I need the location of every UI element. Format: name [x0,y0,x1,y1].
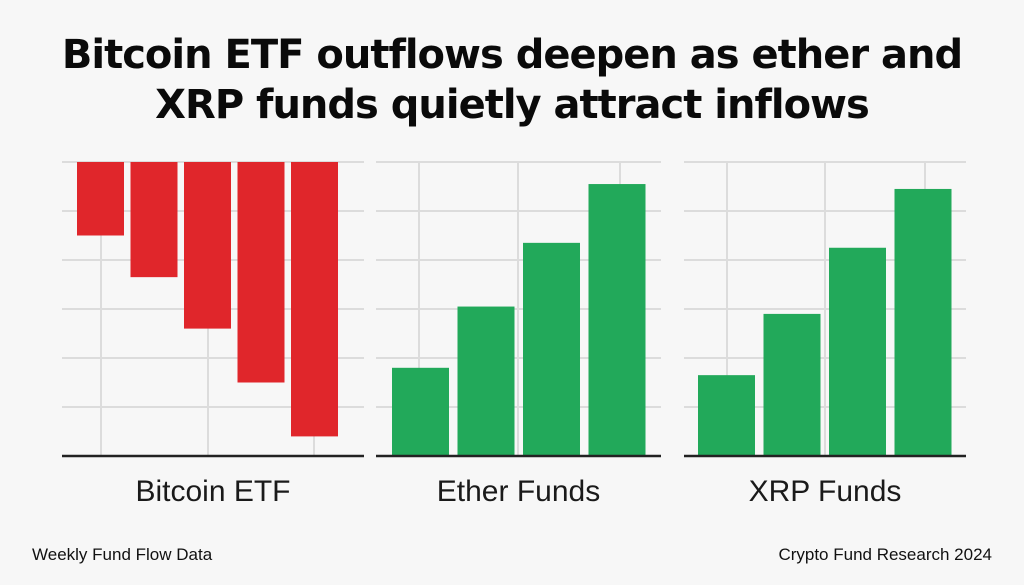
xrp-funds-bar-1 [698,375,755,456]
xrp-funds-bar-4 [894,188,952,456]
ether-funds-bar-3 [523,242,580,456]
bitcoin-etf-bar-1 [77,162,124,236]
ether-funds-bar-4 [588,184,646,457]
chart-title-line-2: XRP funds quietly attract inflows [155,82,870,128]
bitcoin-etf-bar-4 [237,162,285,383]
xrp-funds-label: XRP Funds [749,475,902,508]
chart-title: Bitcoin ETF outflows deepen as ether and… [0,30,1024,130]
footer-source-label: Weekly Fund Flow Data [32,545,213,564]
footer-credit: Crypto Fund Research 2024 [778,545,992,564]
chart-title-line-1: Bitcoin ETF outflows deepen as ether and [61,32,963,78]
xrp-funds-bar-3 [829,247,886,456]
ether-funds-label: Ether Funds [437,475,600,508]
xrp-funds-bar-2 [763,313,821,456]
ether-funds-bar-1 [392,367,449,456]
bitcoin-etf-bar-3 [184,162,231,329]
bitcoin-etf-label: Bitcoin ETF [135,475,290,508]
bitcoin-etf-bar-2 [130,162,178,278]
ether-funds-bar-2 [457,306,515,456]
bitcoin-etf-bar-5 [291,162,338,437]
